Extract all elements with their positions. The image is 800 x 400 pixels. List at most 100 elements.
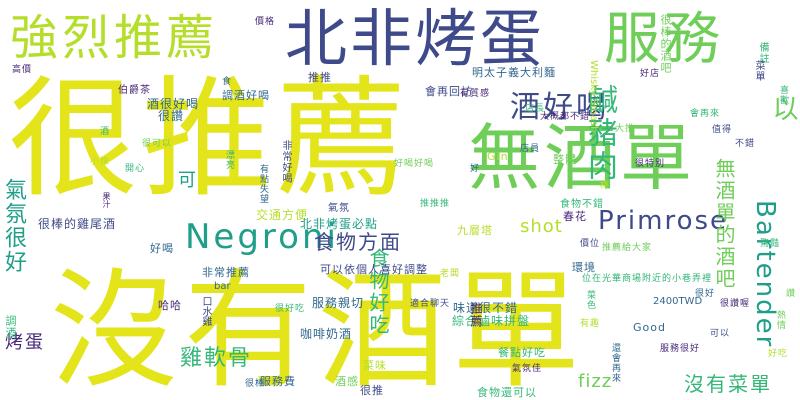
cloud-word: 沒有酒單 — [50, 257, 587, 400]
cloud-word: 開心 — [125, 164, 146, 174]
cloud-word: 有質感 — [460, 89, 491, 99]
cloud-word: 好喝好喝 — [394, 159, 435, 169]
cloud-word: 店長 — [525, 104, 546, 114]
cloud-word: 調酒好喝 — [222, 89, 270, 102]
cloud-word: 小推 — [90, 157, 111, 167]
cloud-word: fizz — [578, 371, 613, 392]
cloud-word: 可以依個人喜好調整 — [320, 263, 428, 276]
cloud-word: 服務親切 — [312, 296, 365, 310]
cloud-word: 環境 — [572, 261, 596, 274]
cloud-word: 北非烤蛋必點 — [300, 217, 379, 231]
cloud-word: 哈哈 — [158, 299, 182, 312]
cloud-word: 好喝 — [150, 242, 174, 255]
cloud-word: 喜歡 — [778, 85, 788, 105]
cloud-word: 棒 — [600, 181, 610, 191]
cloud-word: 很好 — [695, 289, 716, 299]
cloud-word: 好 — [470, 164, 480, 174]
cloud-word: 味道很不錯 — [453, 301, 519, 315]
cloud-word: 備註 — [757, 42, 768, 64]
cloud-word: 大推 — [615, 124, 636, 134]
cloud-word: 沒有菜單 — [684, 372, 772, 396]
cloud-word: 會再回訪 — [425, 85, 473, 98]
cloud-word: 交通方便 — [256, 208, 309, 222]
cloud-word: 整體 — [553, 153, 577, 166]
cloud-word: 很棒的酒吧 — [659, 14, 672, 74]
cloud-word: 食物方面 — [314, 230, 402, 254]
cloud-word: 烤蛋 — [5, 332, 45, 353]
cloud-word: 非常推薦 — [202, 266, 250, 279]
cloud-word: 很讚 — [158, 109, 185, 123]
cloud-word: 酒很好喝 — [147, 97, 200, 111]
cloud-word: 適合聊天 — [410, 299, 451, 309]
cloud-word: 大概都不錯 — [540, 112, 591, 122]
cloud-word: 酒感 — [335, 375, 359, 388]
cloud-word: 2400TWD — [653, 296, 703, 307]
cloud-word: 以 — [768, 95, 798, 121]
cloud-word: 咖啡奶酒 — [300, 327, 353, 341]
cloud-word: 無酒單的酒吧 — [712, 158, 736, 290]
cloud-word: 九層塔 — [457, 224, 493, 237]
cloud-word: 漂亮 — [224, 150, 234, 170]
cloud-word: 很棒的雞尾酒 — [38, 217, 117, 231]
cloud-word: 好店 — [640, 69, 661, 79]
cloud-word: Bartender — [750, 200, 780, 349]
cloud-word: 氣氛佳 — [512, 364, 543, 374]
cloud-word: 果汁 — [102, 192, 111, 208]
cloud-word: Gin — [487, 150, 509, 163]
cloud-word: 可以 — [710, 329, 731, 339]
cloud-word: 綜合滷味拼盤 — [452, 314, 531, 328]
cloud-word: 價位 — [580, 239, 601, 249]
cloud-word: 酒 — [100, 127, 110, 137]
cloud-word: 食 — [222, 77, 232, 87]
cloud-word: 口水雞 — [200, 296, 211, 326]
cloud-word: 位在光華商場附近的小巷弄裡 — [582, 274, 713, 284]
cloud-word: 不錯 — [735, 139, 756, 149]
cloud-word: 有點失望 — [258, 164, 268, 204]
cloud-word: 食物還可以 — [477, 386, 537, 399]
cloud-word: 北非烤蛋 — [285, 2, 546, 75]
cloud-word: 推薦 — [469, 302, 483, 328]
cloud-word: 很推 — [360, 384, 384, 397]
cloud-word: 服務 — [604, 7, 724, 72]
cloud-word: 春花 — [563, 210, 587, 223]
cloud-word: 可 — [175, 170, 196, 188]
cloud-word: 強烈推薦 — [10, 10, 219, 66]
cloud-word: 讚 — [786, 289, 796, 299]
cloud-word: 價格 — [255, 17, 276, 27]
cloud-word: 很讚喔 — [720, 299, 751, 309]
cloud-word: 調酒 — [4, 315, 17, 339]
cloud-word: 很可以 — [142, 139, 173, 149]
cloud-word: 高價 — [12, 65, 33, 75]
cloud-word: 好吃 — [768, 349, 789, 359]
cloud-word: 非常好喝 — [280, 140, 291, 184]
cloud-word: 氣氛 — [328, 203, 350, 214]
cloud-word: 雞軟骨 — [180, 346, 253, 371]
cloud-word: 明太子義大利麵 — [472, 66, 556, 79]
cloud-word: 很好吃 — [275, 304, 306, 314]
cloud-word: 推推推 — [420, 199, 451, 209]
cloud-word: 驚豔 — [760, 239, 781, 249]
cloud-word: 有趣 — [580, 319, 601, 329]
cloud-word: 很特別 — [635, 159, 666, 169]
cloud-word: 鹹豬肉 — [582, 84, 617, 183]
cloud-word: shot — [520, 216, 563, 237]
cloud-word: 氣氛很好 — [1, 178, 26, 274]
cloud-word: 無酒單 — [468, 116, 697, 200]
cloud-word: 菜味 — [363, 359, 387, 372]
cloud-word: Whisky Smash — [588, 60, 599, 133]
cloud-word: 伯爵茶 — [118, 85, 151, 96]
cloud-word: Negroni — [185, 217, 339, 257]
cloud-word: 服務很好 — [660, 344, 701, 354]
cloud-word: 熱情 — [775, 310, 785, 330]
cloud-word: 食物不錯 — [560, 199, 604, 210]
cloud-word: 推薦給大家 — [602, 243, 653, 253]
cloud-word: 食物好吃 — [366, 248, 390, 336]
cloud-word: 很推薦 — [8, 63, 411, 215]
cloud-word: 會再來 — [690, 109, 721, 119]
cloud-word: 很棒 — [245, 379, 266, 389]
cloud-word: 菜單 — [753, 60, 764, 82]
cloud-word: Primrose — [598, 206, 729, 236]
cloud-word: 酒好喝 — [510, 90, 609, 125]
cloud-word: 服務費 — [260, 375, 296, 388]
